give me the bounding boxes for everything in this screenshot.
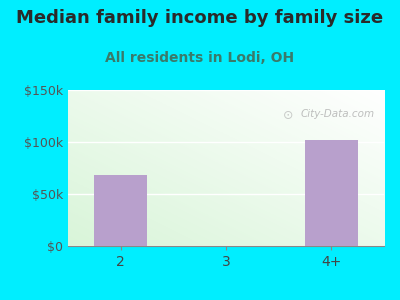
Bar bbox=[94, 175, 147, 246]
Text: All residents in Lodi, OH: All residents in Lodi, OH bbox=[106, 51, 294, 65]
Bar bbox=[305, 140, 358, 246]
Text: Median family income by family size: Median family income by family size bbox=[16, 9, 384, 27]
Text: City-Data.com: City-Data.com bbox=[300, 109, 374, 119]
Text: ⊙: ⊙ bbox=[283, 109, 293, 122]
